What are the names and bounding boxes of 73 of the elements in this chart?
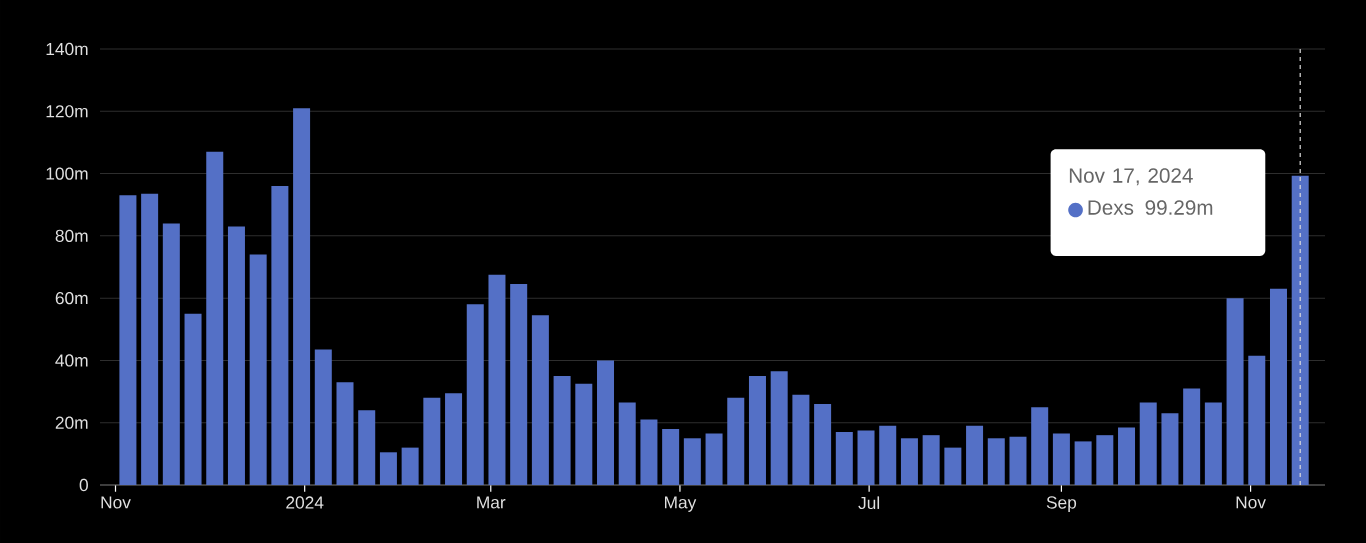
bar bbox=[966, 425, 984, 485]
bar bbox=[575, 383, 593, 485]
bar bbox=[488, 274, 506, 485]
bar bbox=[792, 394, 810, 485]
bar bbox=[857, 430, 875, 485]
bar bbox=[922, 435, 940, 485]
legend-label: Dexs bbox=[1088, 200, 1134, 215]
y-tick-label: 120m bbox=[46, 105, 88, 118]
bar bbox=[358, 410, 376, 485]
bar bbox=[1139, 402, 1157, 485]
bar bbox=[900, 438, 918, 485]
bar bbox=[879, 425, 897, 485]
bar bbox=[423, 397, 441, 485]
annotation: 99.29m bbox=[1145, 200, 1213, 215]
bar bbox=[141, 193, 159, 485]
bar bbox=[336, 382, 354, 485]
x-tick-label: 2024 bbox=[286, 496, 324, 509]
bar bbox=[293, 108, 311, 485]
bar bbox=[1291, 175, 1309, 485]
bar bbox=[206, 151, 224, 485]
bar bbox=[227, 226, 245, 485]
bar bbox=[1204, 402, 1222, 485]
y-tick-label: 100m bbox=[46, 167, 88, 180]
bar bbox=[1161, 413, 1179, 485]
bar bbox=[1052, 433, 1070, 485]
x-tick-label: Nov bbox=[1236, 496, 1266, 509]
bar bbox=[683, 438, 701, 485]
bar bbox=[1074, 441, 1092, 485]
bar bbox=[466, 304, 484, 485]
bar bbox=[814, 404, 832, 485]
x-tick-label: Nov bbox=[101, 496, 131, 509]
y-tick-label: 140m bbox=[46, 42, 88, 56]
x-tick-label: May bbox=[664, 496, 697, 512]
bar bbox=[401, 447, 419, 485]
bar bbox=[1096, 435, 1114, 485]
bar bbox=[1009, 436, 1027, 485]
y-tick-label: 80m bbox=[55, 229, 88, 242]
bar bbox=[119, 195, 137, 485]
x-tick-label: Mar bbox=[477, 496, 506, 509]
bar bbox=[1118, 427, 1136, 485]
bar bbox=[640, 419, 658, 485]
bar bbox=[249, 254, 267, 485]
bar bbox=[1248, 355, 1266, 485]
bar bbox=[618, 402, 636, 485]
bar bbox=[727, 397, 745, 485]
y-tick-label: 0 bbox=[79, 478, 88, 492]
bar bbox=[597, 360, 615, 485]
bar bbox=[184, 313, 202, 485]
y-tick-label: 60m bbox=[55, 292, 88, 305]
bar bbox=[835, 432, 853, 485]
bar bbox=[445, 393, 463, 485]
x-tick-label: Jul bbox=[858, 496, 880, 510]
bar bbox=[1269, 288, 1287, 485]
y-tick-label: 40m bbox=[55, 354, 88, 367]
bar bbox=[553, 376, 571, 485]
bar bbox=[531, 315, 549, 485]
bar bbox=[944, 447, 962, 485]
bar bbox=[770, 371, 788, 485]
bar bbox=[705, 433, 723, 485]
y-tick-label: 20m bbox=[55, 416, 88, 429]
bar bbox=[987, 438, 1005, 485]
annotation: Nov 17, 2024 bbox=[1069, 168, 1193, 186]
bar bbox=[162, 223, 180, 485]
bar bbox=[271, 186, 289, 485]
bar bbox=[379, 452, 397, 485]
bar bbox=[1226, 298, 1244, 485]
x-tick-label: Sep bbox=[1046, 496, 1077, 513]
bar bbox=[510, 284, 528, 485]
bar bbox=[1031, 407, 1049, 485]
bar bbox=[748, 376, 766, 485]
bar bbox=[314, 349, 332, 485]
bar bbox=[1183, 388, 1201, 485]
bar bbox=[662, 428, 680, 485]
